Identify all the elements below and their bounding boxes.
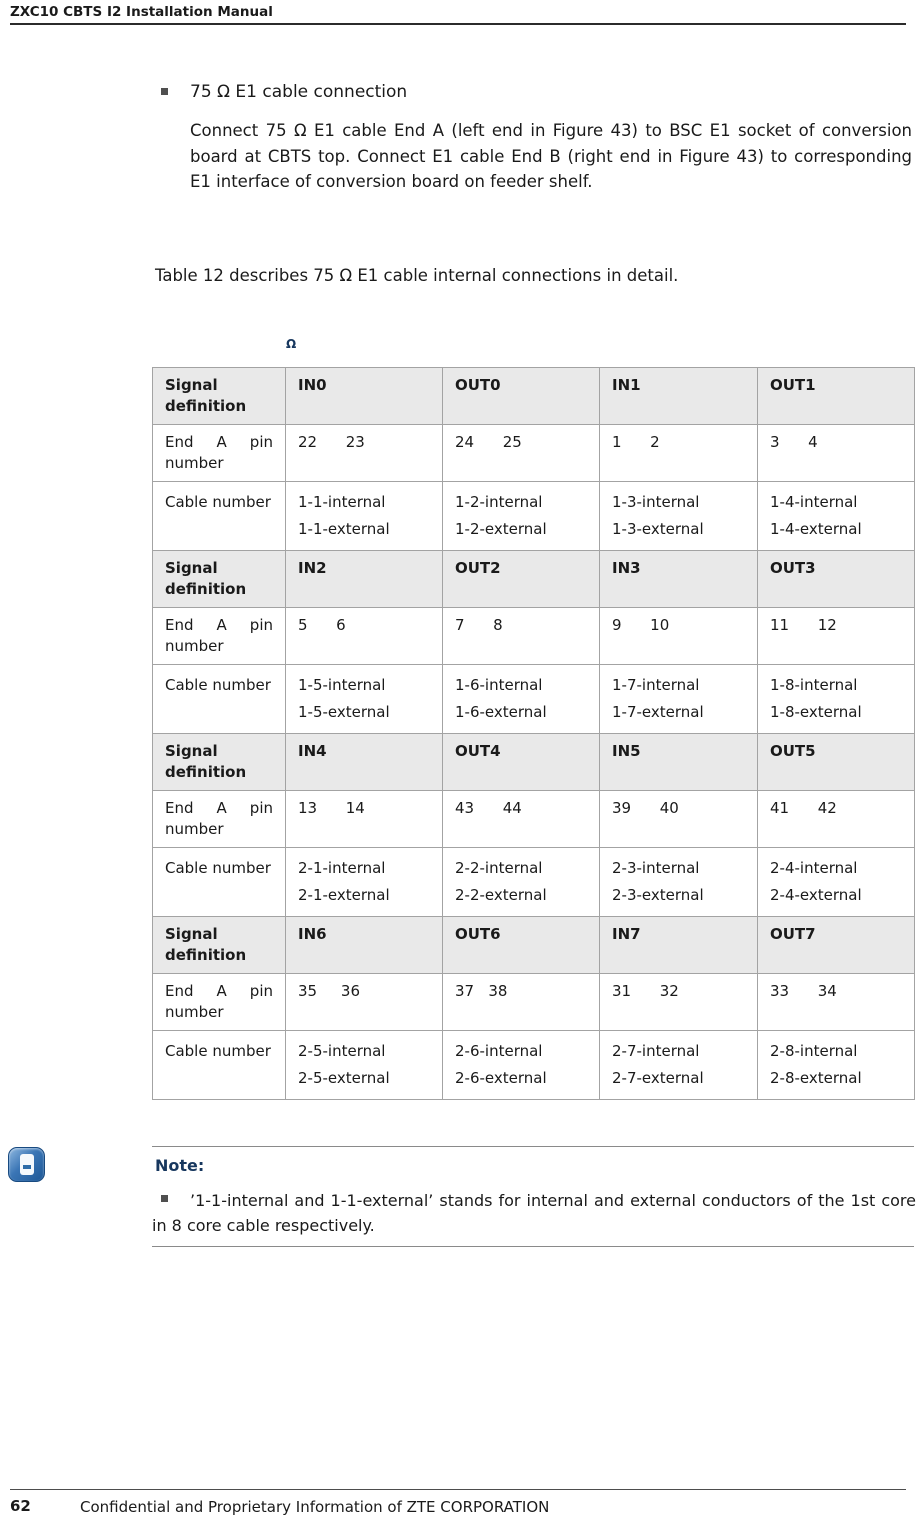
footer-page-number: 62 bbox=[10, 1497, 31, 1515]
table-cell: 41 42 bbox=[757, 790, 915, 848]
table-cell: 1-6-internal 1-6-external bbox=[442, 664, 600, 734]
table-row-cable-numbers: Cable number 2-1-internal 2-1-external 2… bbox=[152, 847, 915, 917]
table-cell: 2-4-internal 2-4-external bbox=[757, 847, 915, 917]
section-bullet-item: 75 Ω E1 cable connection bbox=[152, 82, 916, 102]
table-cell: 2-7-internal 2-7-external bbox=[599, 1030, 758, 1100]
table-cell: 1-3-internal 1-3-external bbox=[599, 481, 758, 551]
table-cell: 9 10 bbox=[599, 607, 758, 665]
table-cell: 24 25 bbox=[442, 424, 600, 482]
header-rule bbox=[10, 23, 906, 25]
table-cell: IN5 bbox=[599, 733, 758, 791]
table-cell: 2-8-internal 2-8-external bbox=[757, 1030, 915, 1100]
table-row-header: Signal definition IN4 OUT4 IN5 OUT5 bbox=[152, 733, 915, 791]
table-caption-fragment: Ω bbox=[286, 337, 297, 351]
table-row-pin-numbers: End A pin number 22 23 24 25 1 2 3 4 bbox=[152, 424, 915, 482]
table-cell: 1-5-internal 1-5-external bbox=[285, 664, 443, 734]
note-divider-bottom bbox=[152, 1246, 914, 1247]
table-cell: IN1 bbox=[599, 367, 758, 425]
table-cell: Cable number bbox=[152, 1030, 286, 1100]
table-cell: Cable number bbox=[152, 847, 286, 917]
table-cell: 43 44 bbox=[442, 790, 600, 848]
table-cell: Signal definition bbox=[152, 733, 286, 791]
table-cell: OUT0 bbox=[442, 367, 600, 425]
table-cell: 2-3-internal 2-3-external bbox=[599, 847, 758, 917]
table-cell: End A pin number bbox=[152, 973, 286, 1031]
body-paragraph: Connect 75 Ω E1 cable End A (left end in… bbox=[190, 121, 912, 191]
table-cell: OUT3 bbox=[757, 550, 915, 608]
table-row-cable-numbers: Cable number 1-1-internal 1-1-external 1… bbox=[152, 481, 915, 551]
table-cell: 22 23 bbox=[285, 424, 443, 482]
square-bullet-icon bbox=[161, 1195, 168, 1202]
table-cell: 35 36 bbox=[285, 973, 443, 1031]
table-cell: Signal definition bbox=[152, 916, 286, 974]
table-cell: OUT6 bbox=[442, 916, 600, 974]
note-icon bbox=[8, 1147, 45, 1182]
e1-connection-table: Signal definition IN0 OUT0 IN1 OUT1 End … bbox=[152, 367, 915, 1100]
table-cell: 2-5-internal 2-5-external bbox=[285, 1030, 443, 1100]
table-cell: OUT2 bbox=[442, 550, 600, 608]
e1-connection-table-wrapper: Signal definition IN0 OUT0 IN1 OUT1 End … bbox=[152, 367, 915, 1100]
table-cell: End A pin number bbox=[152, 607, 286, 665]
table-row-cable-numbers: Cable number 2-5-internal 2-5-external 2… bbox=[152, 1030, 915, 1100]
table-row-pin-numbers: End A pin number 5 6 7 8 9 10 11 12 bbox=[152, 607, 915, 665]
table-cell: 1 2 bbox=[599, 424, 758, 482]
table-cell: End A pin number bbox=[152, 790, 286, 848]
table-cell: IN0 bbox=[285, 367, 443, 425]
table-cell: OUT1 bbox=[757, 367, 915, 425]
table-cell: Cable number bbox=[152, 664, 286, 734]
table-cell: 1-4-internal 1-4-external bbox=[757, 481, 915, 551]
note-label: Note: bbox=[155, 1156, 205, 1175]
table-cell: 39 40 bbox=[599, 790, 758, 848]
table-row-pin-numbers: End A pin number 13 14 43 44 39 40 41 42 bbox=[152, 790, 915, 848]
table-cell: 37 38 bbox=[442, 973, 600, 1031]
table-cell: IN7 bbox=[599, 916, 758, 974]
table-row-cable-numbers: Cable number 1-5-internal 1-5-external 1… bbox=[152, 664, 915, 734]
table-cell: 2-6-internal 2-6-external bbox=[442, 1030, 600, 1100]
table-cell: End A pin number bbox=[152, 424, 286, 482]
footer-rule bbox=[10, 1489, 906, 1490]
table-cell: 7 8 bbox=[442, 607, 600, 665]
table-cell: 5 6 bbox=[285, 607, 443, 665]
table-intro-sentence: Table 12 describes 75 Ω E1 cable interna… bbox=[155, 266, 679, 285]
table-cell: IN2 bbox=[285, 550, 443, 608]
table-cell: IN4 bbox=[285, 733, 443, 791]
table-cell: IN3 bbox=[599, 550, 758, 608]
table-cell: 33 34 bbox=[757, 973, 915, 1031]
table-cell: 13 14 bbox=[285, 790, 443, 848]
table-cell: 2-2-internal 2-2-external bbox=[442, 847, 600, 917]
table-cell: OUT5 bbox=[757, 733, 915, 791]
square-bullet-icon bbox=[161, 88, 168, 95]
table-cell: 3 4 bbox=[757, 424, 915, 482]
table-cell: 1-7-internal 1-7-external bbox=[599, 664, 758, 734]
table-row-pin-numbers: End A pin number 35 36 37 38 31 32 33 34 bbox=[152, 973, 915, 1031]
table-cell: 1-2-internal 1-2-external bbox=[442, 481, 600, 551]
note-divider-top bbox=[152, 1146, 914, 1147]
table-row-header: Signal definition IN0 OUT0 IN1 OUT1 bbox=[152, 367, 915, 425]
table-cell: 31 32 bbox=[599, 973, 758, 1031]
footer-confidentiality-text: Confidential and Proprietary Information… bbox=[80, 1498, 550, 1516]
section-bullet-label: 75 Ω E1 cable connection bbox=[190, 82, 408, 102]
table-cell: OUT4 bbox=[442, 733, 600, 791]
table-cell: 1-8-internal 1-8-external bbox=[757, 664, 915, 734]
table-cell: IN6 bbox=[285, 916, 443, 974]
table-cell: OUT7 bbox=[757, 916, 915, 974]
table-cell: Cable number bbox=[152, 481, 286, 551]
table-cell: Signal definition bbox=[152, 367, 286, 425]
table-cell: 2-1-internal 2-1-external bbox=[285, 847, 443, 917]
table-row-header: Signal definition IN2 OUT2 IN3 OUT3 bbox=[152, 550, 915, 608]
note-text: ’1-1-internal and 1-1-external’ stands f… bbox=[152, 1191, 916, 1235]
table-row-header: Signal definition IN6 OUT6 IN7 OUT7 bbox=[152, 916, 915, 974]
document-header-title: ZXC10 CBTS I2 Installation Manual bbox=[10, 4, 273, 20]
table-cell: 11 12 bbox=[757, 607, 915, 665]
note-paragraph: ’1-1-internal and 1-1-external’ stands f… bbox=[152, 1188, 916, 1238]
table-cell: 1-1-internal 1-1-external bbox=[285, 481, 443, 551]
table-cell: Signal definition bbox=[152, 550, 286, 608]
